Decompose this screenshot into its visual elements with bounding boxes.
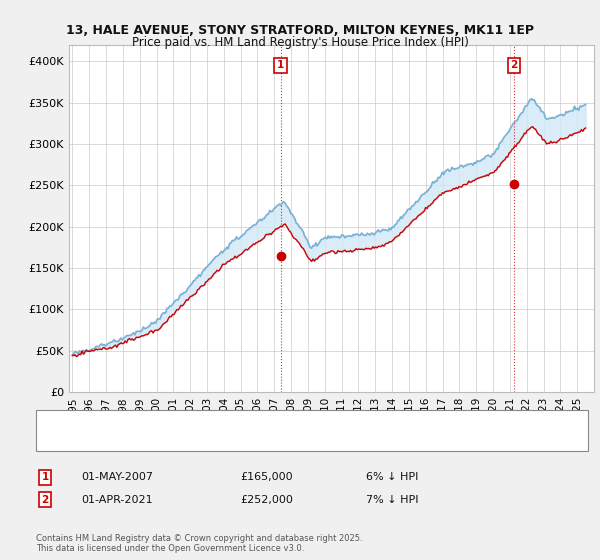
Text: 2: 2: [41, 494, 49, 505]
Text: 1: 1: [41, 472, 49, 482]
Text: Price paid vs. HM Land Registry's House Price Index (HPI): Price paid vs. HM Land Registry's House …: [131, 36, 469, 49]
Text: 7% ↓ HPI: 7% ↓ HPI: [366, 494, 419, 505]
Text: £165,000: £165,000: [240, 472, 293, 482]
Text: 1: 1: [277, 60, 284, 71]
Text: 13, HALE AVENUE, STONY STRATFORD, MILTON KEYNES, MK11 1EP: 13, HALE AVENUE, STONY STRATFORD, MILTON…: [66, 24, 534, 36]
Text: 01-APR-2021: 01-APR-2021: [81, 494, 152, 505]
Text: £252,000: £252,000: [240, 494, 293, 505]
Text: 01-MAY-2007: 01-MAY-2007: [81, 472, 153, 482]
Text: 6% ↓ HPI: 6% ↓ HPI: [366, 472, 418, 482]
Text: ——: ——: [48, 414, 73, 427]
Text: Contains HM Land Registry data © Crown copyright and database right 2025.
This d: Contains HM Land Registry data © Crown c…: [36, 534, 362, 553]
Text: HPI: Average price, semi-detached house, Milton Keynes: HPI: Average price, semi-detached house,…: [75, 436, 351, 446]
Text: 13, HALE AVENUE, STONY STRATFORD, MILTON KEYNES, MK11 1EP (semi-detached house): 13, HALE AVENUE, STONY STRATFORD, MILTON…: [75, 416, 517, 426]
Text: ——: ——: [48, 434, 73, 447]
Text: 2: 2: [511, 60, 518, 71]
